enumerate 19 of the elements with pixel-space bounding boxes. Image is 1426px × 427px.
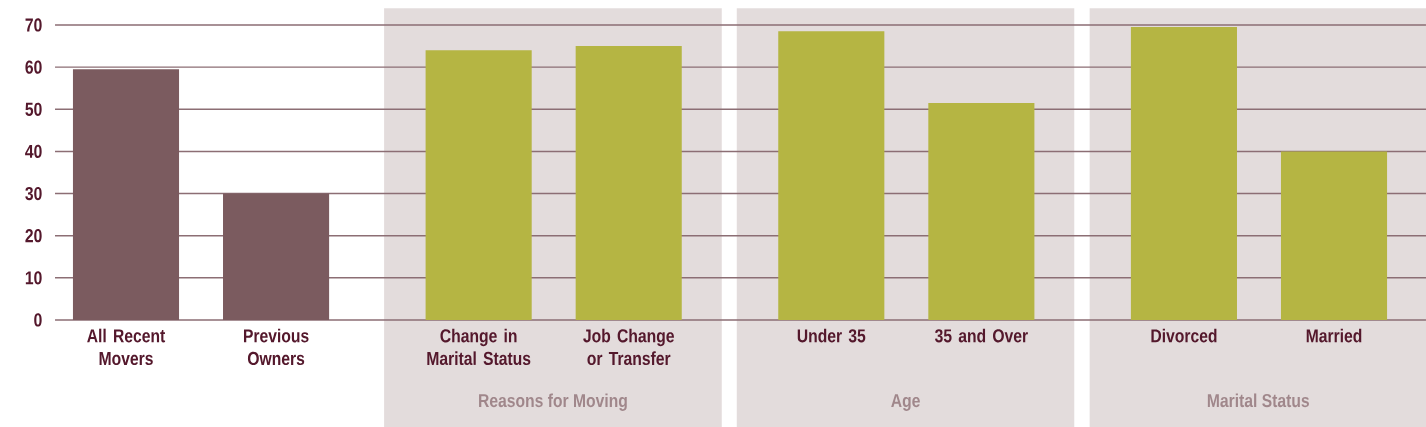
y-tick-label: 60 <box>25 60 42 74</box>
y-tick-label: 40 <box>25 144 42 159</box>
y-tick-label: 50 <box>25 102 42 116</box>
y-tick-label: 20 <box>25 229 42 243</box>
x-tick-label: Job Change or Transfer <box>583 328 674 366</box>
x-tick-label: Change in Marital Status <box>427 328 531 366</box>
y-tick-label: 0 <box>34 313 42 327</box>
x-tick-label: 35 and Over <box>934 328 1028 343</box>
x-tick-label: Under 35 <box>797 328 866 343</box>
x-tick-label: Divorced <box>1151 328 1217 343</box>
y-tick-label: 30 <box>25 186 42 201</box>
band-label: Reasons for Moving <box>479 393 627 411</box>
x-tick-label: Previous Owners <box>243 328 309 366</box>
band-label: Marital Status <box>1207 393 1309 408</box>
band-label: Age <box>891 394 920 411</box>
x-tick-label: Married <box>1306 328 1362 343</box>
y-tick-label: 70 <box>25 18 42 32</box>
y-tick-label: 10 <box>25 271 42 285</box>
x-tick-label: All Recent Movers <box>87 328 166 366</box>
